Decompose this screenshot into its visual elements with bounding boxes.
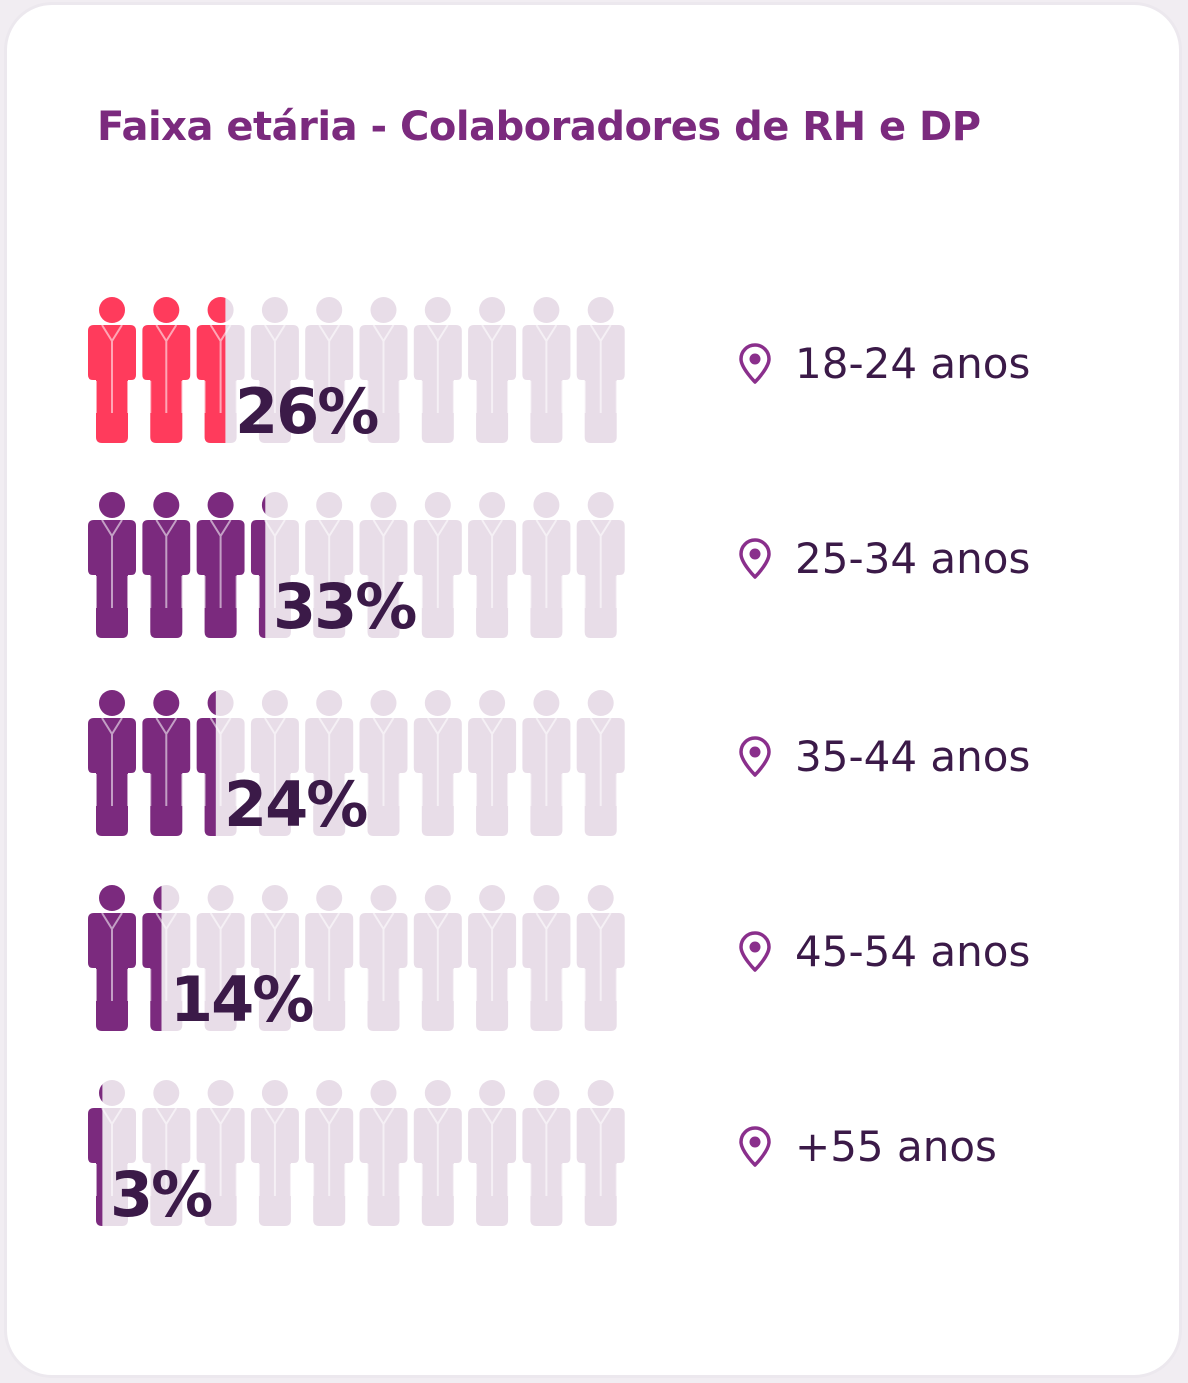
person-icon-empty: [359, 297, 408, 443]
percent-value-label: 33%: [273, 570, 417, 643]
category-legend: 25-34 anos: [737, 534, 1030, 584]
person-icon-empty: [522, 492, 571, 638]
person-icon-empty: [413, 885, 462, 1031]
person-icon-filled: [88, 690, 136, 836]
person-icon-filled: [88, 297, 136, 443]
age-row: 3% +55 anos: [0, 1078, 1188, 1231]
person-icon-empty: [359, 690, 408, 836]
person-icon-empty: [522, 297, 571, 443]
chart-title: Faixa etária - Colaboradores de RH e DP: [97, 104, 981, 150]
person-icon-filled: [196, 492, 245, 638]
percent-value-label: 26%: [235, 375, 379, 448]
person-icon-empty: [576, 1080, 625, 1226]
person-icon-empty: [305, 492, 354, 638]
category-label: 25-34 anos: [795, 534, 1031, 583]
person-icon-empty: [250, 690, 299, 836]
location-pin-icon: [739, 736, 771, 777]
person-icon-partial: [88, 1080, 136, 1226]
person-icon-empty: [196, 1080, 245, 1226]
category-legend: 45-54 anos: [737, 927, 1030, 977]
person-icon-empty: [359, 885, 408, 1031]
person-icon-empty: [305, 1080, 354, 1226]
person-icon-empty: [413, 297, 462, 443]
pictogram: [88, 492, 625, 638]
person-icon-partial: [196, 690, 245, 836]
pictogram: [88, 1080, 625, 1226]
person-icon-empty: [359, 492, 408, 638]
person-icon-empty: [250, 1080, 299, 1226]
person-icon-filled: [88, 885, 136, 1031]
person-icon-empty: [142, 1080, 191, 1226]
percent-value-label: 3%: [110, 1158, 213, 1231]
person-icon-empty: [576, 885, 625, 1031]
person-icon-empty: [196, 885, 245, 1031]
person-icon-empty: [468, 297, 517, 443]
person-icon-empty: [576, 492, 625, 638]
person-icon-empty: [576, 297, 625, 443]
person-icon-filled: [88, 492, 136, 638]
person-icon-empty: [305, 690, 354, 836]
category-label: 35-44 anos: [795, 732, 1031, 781]
person-icon-empty: [522, 885, 571, 1031]
category-legend: +55 anos: [737, 1122, 997, 1172]
percent-value-label: 24%: [224, 768, 368, 841]
category-label: +55 anos: [795, 1122, 997, 1171]
location-pin-icon: [739, 538, 771, 579]
category-legend: 35-44 anos: [737, 732, 1030, 782]
person-icon-partial: [196, 297, 245, 443]
person-icon-filled: [142, 297, 191, 443]
person-icon-filled: [142, 492, 191, 638]
person-icon-partial: [250, 492, 299, 638]
person-icon-empty: [359, 1080, 408, 1226]
person-icon-empty: [413, 492, 462, 638]
person-icon-empty: [250, 297, 299, 443]
category-legend: 18-24 anos: [737, 339, 1030, 389]
person-icon-empty: [522, 1080, 571, 1226]
person-icon-empty: [413, 1080, 462, 1226]
person-icon-empty: [468, 1080, 517, 1226]
person-icon-empty: [305, 885, 354, 1031]
pictogram: [88, 690, 625, 836]
location-pin-icon: [739, 931, 771, 972]
person-icon-empty: [413, 690, 462, 836]
percent-value-label: 14%: [170, 963, 314, 1036]
person-icon-empty: [468, 885, 517, 1031]
location-pin-icon: [739, 343, 771, 384]
pictogram: [88, 297, 625, 443]
pictogram: [88, 885, 625, 1031]
person-icon-empty: [468, 690, 517, 836]
person-icon-empty: [250, 885, 299, 1031]
person-icon-filled: [142, 690, 191, 836]
age-row: 24% 35-44 anos: [0, 688, 1188, 841]
category-label: 45-54 anos: [795, 927, 1031, 976]
age-row: 33% 25-34 anos: [0, 490, 1188, 643]
person-icon-empty: [576, 690, 625, 836]
category-label: 18-24 anos: [795, 339, 1031, 388]
person-icon-empty: [305, 297, 354, 443]
person-icon-empty: [468, 492, 517, 638]
location-pin-icon: [739, 1126, 771, 1167]
person-icon-partial: [142, 885, 191, 1031]
age-row: 26% 18-24 anos: [0, 295, 1188, 448]
age-row: 14% 45-54 anos: [0, 883, 1188, 1036]
person-icon-empty: [522, 690, 571, 836]
